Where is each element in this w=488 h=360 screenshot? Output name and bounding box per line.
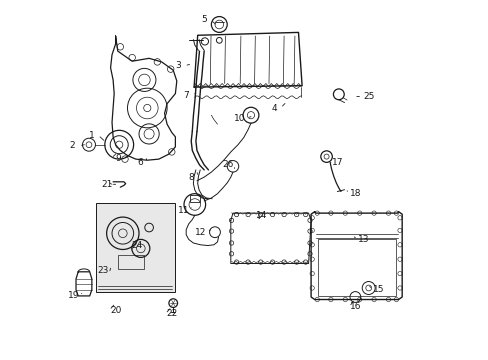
Text: 5: 5 — [201, 15, 206, 24]
Text: 25: 25 — [362, 92, 374, 101]
Bar — [189, 195, 200, 202]
Bar — [118, 255, 143, 269]
Bar — [318, 239, 395, 296]
Text: 8: 8 — [188, 173, 194, 181]
Text: 20: 20 — [110, 306, 121, 315]
Text: 4: 4 — [271, 104, 276, 112]
Text: 18: 18 — [349, 189, 361, 198]
Text: 16: 16 — [349, 302, 361, 311]
Text: 14: 14 — [256, 211, 267, 220]
Text: 15: 15 — [372, 285, 384, 294]
Text: 7: 7 — [183, 91, 189, 100]
Text: 17: 17 — [331, 158, 343, 167]
Text: 3: 3 — [175, 61, 181, 70]
Text: 6: 6 — [137, 158, 142, 167]
Bar — [96, 203, 174, 292]
Text: 1: 1 — [88, 130, 94, 139]
Text: 13: 13 — [358, 235, 369, 244]
Text: 22: 22 — [166, 309, 177, 318]
Text: 21: 21 — [101, 180, 112, 189]
Text: 9: 9 — [115, 154, 121, 163]
Text: 2: 2 — [69, 141, 75, 150]
Text: 26: 26 — [222, 161, 234, 169]
Text: 24: 24 — [131, 241, 142, 250]
Text: 12: 12 — [195, 228, 206, 237]
Text: 10: 10 — [234, 113, 245, 122]
Text: 23: 23 — [98, 266, 109, 275]
Text: 11: 11 — [177, 206, 189, 215]
Text: 19: 19 — [68, 292, 79, 300]
